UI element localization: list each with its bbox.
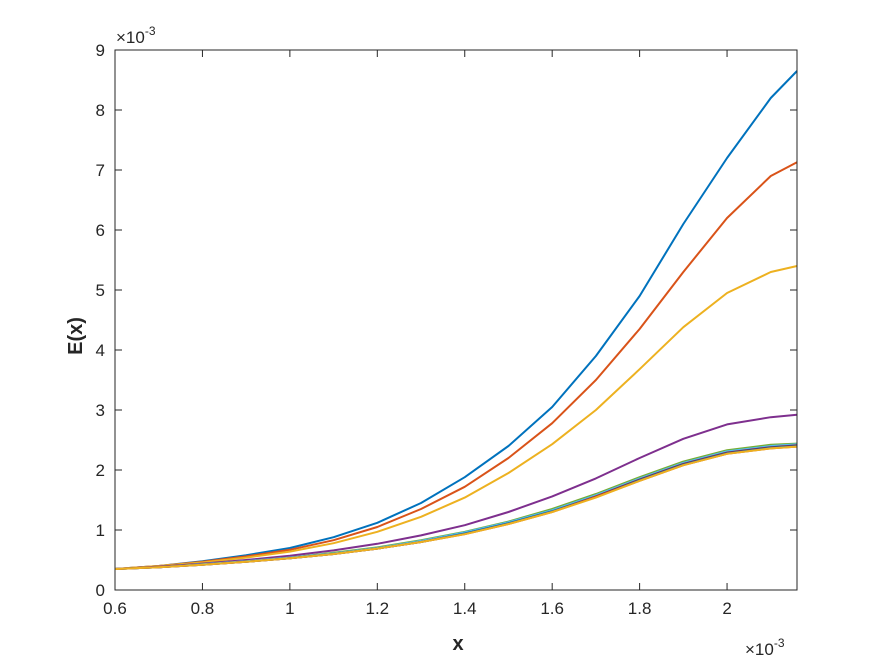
series-layer bbox=[114, 70, 798, 570]
x-exponent-power: -3 bbox=[774, 636, 785, 650]
x-tick-label: 2 bbox=[722, 599, 731, 618]
y-tick-label: 4 bbox=[96, 341, 105, 360]
y-axis-title: E(x) bbox=[65, 317, 87, 355]
series-line-2 bbox=[114, 161, 798, 570]
x-tick-label: 1 bbox=[285, 599, 294, 618]
x-axis-title: x bbox=[452, 633, 463, 655]
y-tick-label: 3 bbox=[96, 401, 105, 420]
x-exponent-label: ×10-3 bbox=[745, 636, 785, 659]
y-tick-label: 8 bbox=[96, 101, 105, 120]
x-tick-label: 0.8 bbox=[191, 599, 215, 618]
x-tick-label: 0.6 bbox=[103, 599, 127, 618]
y-tick-label: 0 bbox=[96, 581, 105, 600]
series-line-1 bbox=[114, 70, 798, 570]
x-tick-label: 1.8 bbox=[628, 599, 652, 618]
axes-box bbox=[114, 49, 798, 591]
series-line-7 bbox=[114, 444, 798, 570]
axes-layer: 0.6 0.8 1 1.2 1.4 1.6 1.8 2 0 1 2 3 4 5 6 7 8 9 bbox=[96, 41, 798, 618]
series-line-10 bbox=[114, 445, 798, 570]
series-line-3 bbox=[114, 265, 798, 570]
y-tick-label: 1 bbox=[96, 521, 105, 540]
y-exponent-base: ×10 bbox=[116, 28, 145, 47]
x-exponent-base: ×10 bbox=[745, 640, 774, 659]
y-tick-label: 6 bbox=[96, 221, 105, 240]
y-exponent-power: -3 bbox=[145, 24, 156, 38]
x-tick-label: 1.2 bbox=[365, 599, 389, 618]
x-tick-label: 1.6 bbox=[540, 599, 564, 618]
y-tick-label: 7 bbox=[96, 161, 105, 180]
y-exponent-label: ×10-3 bbox=[116, 24, 156, 47]
y-tick-label: 2 bbox=[96, 461, 105, 480]
x-tick-label: 1.4 bbox=[453, 599, 477, 618]
series-line-9 bbox=[114, 445, 798, 570]
y-tick-label: 9 bbox=[96, 41, 105, 60]
y-tick-label: 5 bbox=[96, 281, 105, 300]
series-line-8 bbox=[114, 445, 798, 570]
